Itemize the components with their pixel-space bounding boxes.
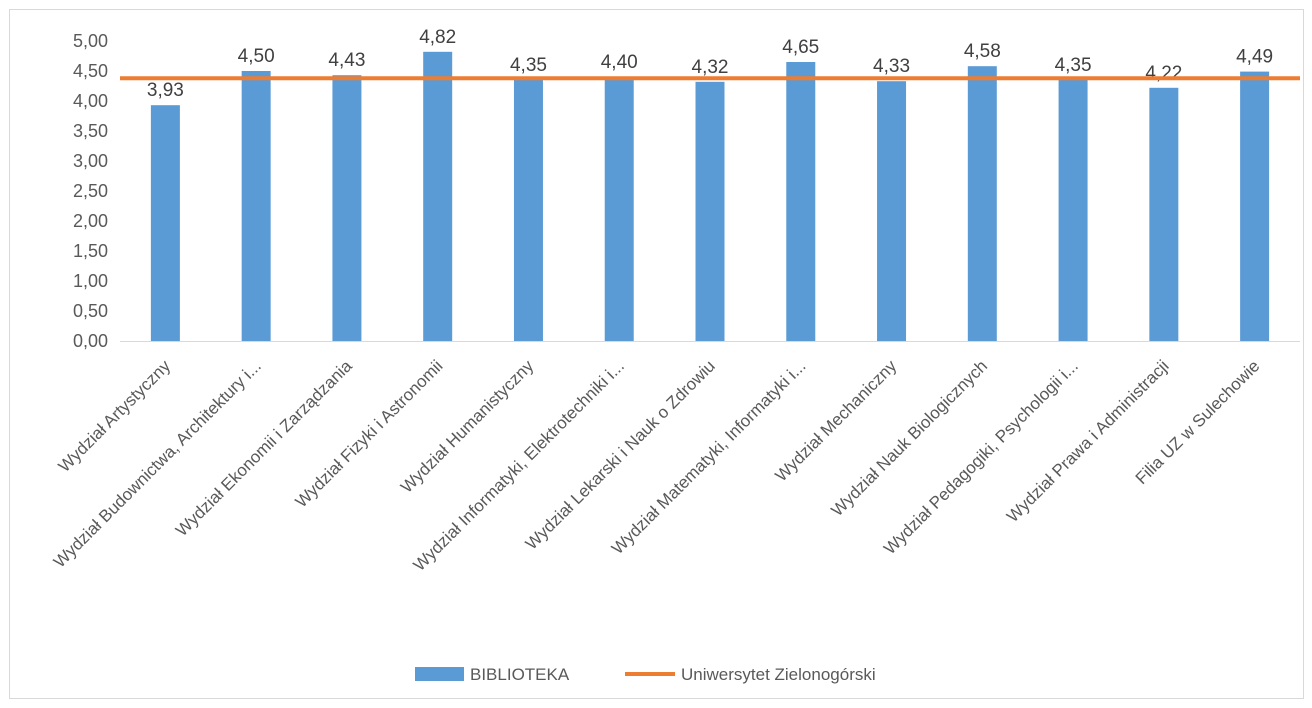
x-tick-label: Wydział Pedagogiki, Psychologii i... bbox=[880, 356, 1082, 558]
data-label: 4,33 bbox=[873, 56, 910, 77]
data-label: 4,32 bbox=[692, 57, 729, 78]
y-tick-label: 0,50 bbox=[73, 301, 108, 321]
bar bbox=[150, 105, 180, 341]
chart-frame bbox=[9, 9, 1304, 699]
y-tick-label: 2,50 bbox=[73, 181, 108, 201]
y-tick-label: 4,50 bbox=[73, 61, 108, 81]
y-tick-label: 1,00 bbox=[73, 271, 108, 291]
x-tick-label: Wydział Fizyki i Astronomii bbox=[292, 356, 447, 511]
bar bbox=[786, 62, 816, 341]
x-tick-label: Wydział Prawa i Administracji bbox=[1003, 356, 1173, 526]
legend: BIBLIOTEKA Uniwersytet Zielonogórski bbox=[415, 665, 876, 684]
bar bbox=[604, 77, 634, 341]
y-tick-label: 4,00 bbox=[73, 91, 108, 111]
bar bbox=[695, 81, 725, 342]
bar bbox=[877, 81, 907, 341]
legend-label-uniwersytet: Uniwersytet Zielonogórski bbox=[681, 665, 876, 684]
y-tick-label: 0,00 bbox=[73, 331, 108, 351]
x-tick-label: Wydział Matematyki, Informatyki i... bbox=[608, 356, 810, 558]
bar bbox=[241, 71, 271, 341]
data-label: 4,58 bbox=[964, 41, 1001, 62]
y-axis: 0,00 0,50 1,00 1,50 2,00 2,50 3,00 3,50 4,00 4,50… bbox=[73, 31, 108, 351]
x-tick-label: Wydział Budownictwa, Architektury i... bbox=[50, 356, 265, 571]
data-label: 4,43 bbox=[328, 50, 365, 71]
bar bbox=[967, 66, 997, 341]
y-tick-label: 3,50 bbox=[73, 121, 108, 141]
bar bbox=[513, 80, 543, 341]
data-label: 4,82 bbox=[419, 27, 456, 48]
data-label: 4,35 bbox=[510, 55, 547, 76]
data-label: 4,50 bbox=[238, 46, 275, 67]
x-tick-label: Wydział Ekonomii i Zarządzania bbox=[172, 356, 356, 540]
x-tick-label: Wydział Lekarski i Nauk o Zdrowiu bbox=[522, 356, 719, 553]
bar bbox=[332, 75, 362, 341]
legend-label-biblioteka: BIBLIOTEKA bbox=[470, 665, 570, 684]
bar bbox=[1149, 87, 1179, 341]
data-label: 4,35 bbox=[1055, 55, 1092, 76]
bar bbox=[1058, 80, 1088, 341]
data-labels: 3,93 4,50 4,43 4,82 4,35 4,40 4,32 4,65 4,33 4,58… bbox=[147, 27, 1273, 101]
legend-swatch-biblioteka bbox=[415, 667, 464, 681]
data-label: 4,65 bbox=[782, 37, 819, 58]
data-label: 4,49 bbox=[1236, 47, 1273, 68]
y-tick-label: 5,00 bbox=[73, 31, 108, 51]
data-label: 3,93 bbox=[147, 80, 184, 101]
bars bbox=[150, 51, 1270, 342]
data-label: 4,40 bbox=[601, 52, 638, 73]
y-tick-label: 2,00 bbox=[73, 211, 108, 231]
y-tick-label: 1,50 bbox=[73, 241, 108, 261]
bar bbox=[1240, 71, 1270, 341]
bar bbox=[423, 51, 453, 342]
data-label: 4,22 bbox=[1145, 63, 1182, 84]
x-tick-label: Wydział Nauk Biologicznych bbox=[827, 356, 991, 520]
y-tick-label: 3,00 bbox=[73, 151, 108, 171]
